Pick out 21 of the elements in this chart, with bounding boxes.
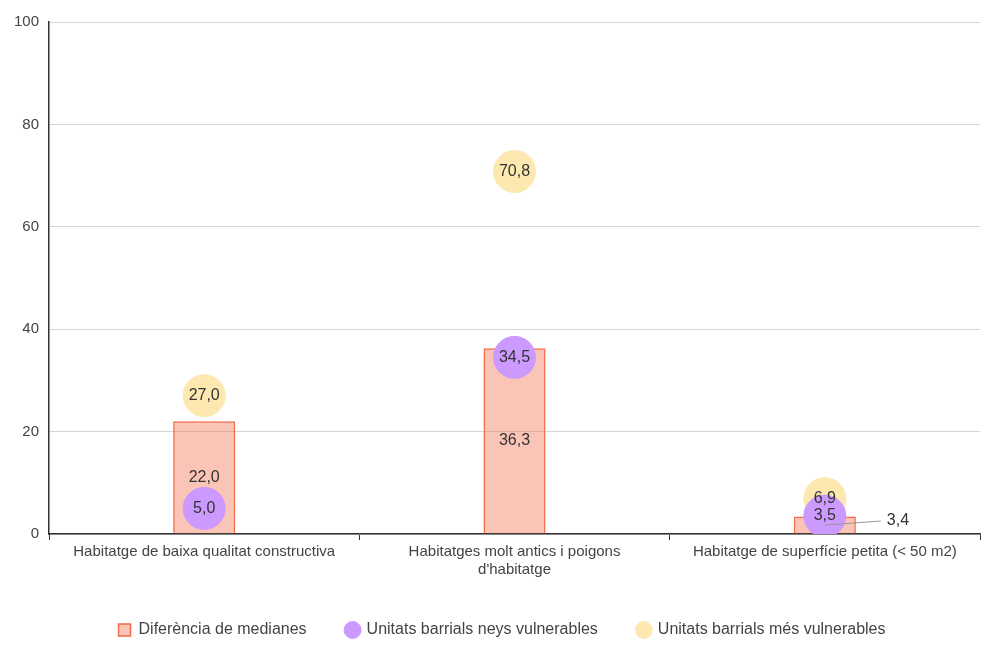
data-label: 3,4 bbox=[886, 511, 910, 529]
legend-label: Unitats barrials neys vulnerables bbox=[366, 620, 598, 638]
data-label: 3,5 bbox=[813, 506, 837, 524]
x-tick-label: Habitatge de baixa qualitat constructiva bbox=[73, 542, 336, 560]
x-tick-label: Habitatge de superfície petita (< 50 m2) bbox=[692, 542, 957, 560]
x-tick-label: Habitatges molt antics i poigons d'habitatge bbox=[408, 542, 621, 578]
data-label: 22,0 bbox=[188, 467, 220, 485]
data-label: 27,0 bbox=[188, 386, 220, 404]
data-label: 5,0 bbox=[193, 498, 216, 516]
legend-label: Diferència de medianes bbox=[138, 620, 307, 638]
legend-label: Unitats barrials més vulnerables bbox=[657, 620, 886, 638]
data-label: 70,8 bbox=[498, 161, 531, 179]
data-label: 36,3 bbox=[498, 431, 531, 449]
y-tick-label: 20 bbox=[22, 421, 40, 439]
data-label: 6,9 bbox=[813, 489, 837, 507]
y-tick-label: 0 bbox=[30, 524, 40, 542]
y-tick-label: 80 bbox=[22, 114, 40, 132]
y-tick-label: 100 bbox=[14, 12, 40, 30]
y-tick-label: 40 bbox=[22, 319, 40, 337]
data-label: 34,5 bbox=[498, 347, 531, 365]
y-tick-label: 60 bbox=[22, 216, 40, 234]
